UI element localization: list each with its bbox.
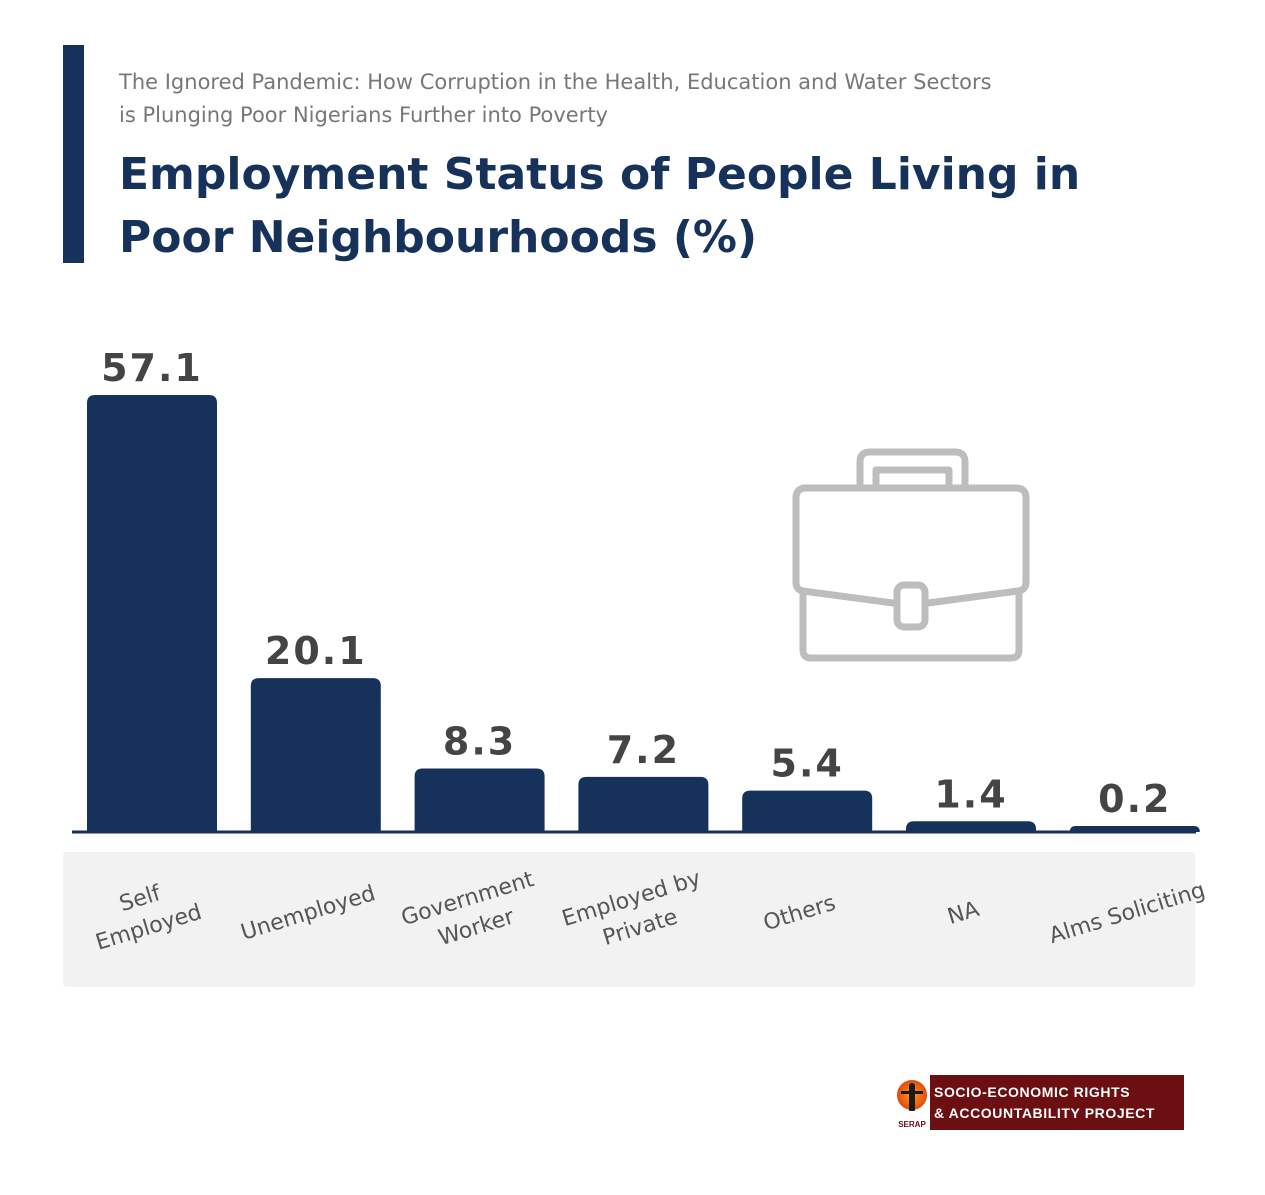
briefcase-clasp <box>893 581 929 631</box>
briefcase-icon <box>792 448 1030 662</box>
briefcase-handle-inner <box>872 466 953 489</box>
serap-logo: SERAP SOCIO-ECONOMIC RIGHTS & ACCOUNTABI… <box>894 1075 1184 1130</box>
bar-self-employed <box>87 395 217 832</box>
title-line-2: Poor Neighbourhoods (%) <box>119 212 758 263</box>
value-label-unemployed: 20.1 <box>265 629 367 673</box>
accent-bar <box>63 45 84 263</box>
bar-na <box>906 821 1036 832</box>
report-subtitle: The Ignored Pandemic: How Corruption in … <box>119 66 1169 132</box>
value-labels-layer: 57.1 20.1 8.3 7.2 5.4 1.4 0.2 <box>101 346 1171 821</box>
title-line-1: Employment Status of People Living in <box>119 149 1081 200</box>
value-label-employed-by-private: 7.2 <box>607 728 680 772</box>
value-label-na: 1.4 <box>934 772 1007 816</box>
category-label-band <box>63 852 1195 987</box>
chart-title: Employment Status of People Living in Po… <box>119 143 1219 269</box>
logo-line-2: & ACCOUNTABILITY PROJECT <box>934 1104 1156 1121</box>
logo-line-1: SOCIO-ECONOMIC RIGHTS <box>934 1083 1131 1100</box>
figure-icon <box>909 1083 915 1111</box>
value-label-self-employed: 57.1 <box>101 346 203 390</box>
value-label-government-worker: 8.3 <box>443 719 516 763</box>
briefcase-lid-left <box>792 484 897 607</box>
bar-others <box>742 790 873 832</box>
briefcase-body <box>799 588 1023 662</box>
bar-government-worker <box>414 768 545 832</box>
subtitle-line-1: The Ignored Pandemic: How Corruption in … <box>119 70 992 94</box>
serap-emblem: SERAP <box>894 1075 930 1130</box>
value-label-alms-soliciting: 0.2 <box>1098 777 1171 821</box>
bars-layer <box>87 395 1200 832</box>
serap-tag: SERAP <box>898 1120 926 1129</box>
bar-unemployed <box>250 678 381 832</box>
value-label-others: 5.4 <box>771 742 844 786</box>
bar-employed-by-private <box>578 776 709 832</box>
serap-logo-text: SOCIO-ECONOMIC RIGHTS & ACCOUNTABILITY P… <box>930 1075 1184 1130</box>
briefcase-handle <box>856 448 969 489</box>
subtitle-line-2: is Plunging Poor Nigerians Further into … <box>119 103 608 127</box>
